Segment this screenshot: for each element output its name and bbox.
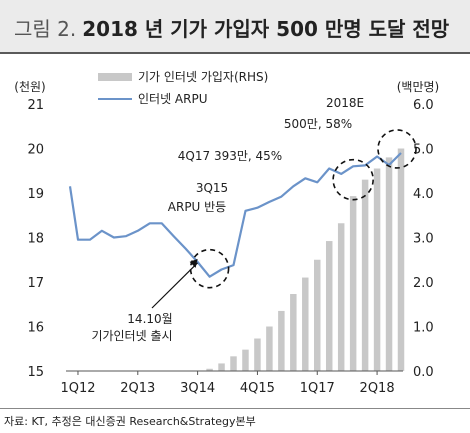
left-axis-ticks: 15 16 17 18 19 20 21 [27,98,44,380]
annotation-text: 4Q17 393만, 45% [178,149,282,163]
right-tick-label: 2.0 [413,276,434,291]
annotation-circle [377,129,417,169]
left-axis-unit: (천원) [14,79,45,94]
legend-bar-label: 기가 인터넷 가입자(RHS) [138,70,268,84]
right-tick-label: 1.0 [413,321,434,336]
subscriber-bar [314,259,321,371]
legend-line-label: 인터넷 ARPU [138,92,208,106]
subscriber-bar [373,168,381,371]
x-tick-label: 1Q17 [300,381,335,396]
left-tick-label: 17 [27,276,44,291]
annotation-text: 기가인터넷 출시 [91,329,172,343]
annotation-text: 2018E [326,96,364,110]
subscriber-bar [242,349,249,371]
annotation-text: 3Q15 [196,181,228,195]
right-tick-label: 4.0 [413,187,434,202]
x-tick-label: 4Q15 [240,381,275,396]
annotation-circle [189,248,230,289]
left-tick-label: 16 [27,321,44,336]
figure-label: 그림 2. [14,17,77,41]
subscriber-bar [218,363,225,371]
figure-title-text: 2018 년 기가 가입자 500 만명 도달 전망 [82,17,450,41]
right-tick-label: 6.0 [413,98,434,113]
figure-title-bar: 그림 2. 2018 년 기가 가입자 500 만명 도달 전망 [0,0,470,52]
subscriber-bar [397,148,405,371]
subscriber-bar [361,179,369,371]
left-tick-label: 19 [27,187,44,202]
subscriber-bar [385,157,393,371]
right-axis-ticks: 0.0 1.0 2.0 3.0 4.0 5.0 6.0 [413,98,434,380]
x-tick-label: 2Q18 [360,381,395,396]
subscriber-bar [266,326,273,371]
arpu-line [68,152,402,278]
source-divider [0,408,470,409]
subscriber-bar [290,294,297,371]
subscriber-bar [206,368,213,371]
source-note: 자료: KT, 추정은 대신증권 Research&Strategy본부 [4,415,256,428]
left-tick-label: 15 [27,365,44,380]
subscriber-bar [302,277,309,371]
subscriber-bar [325,241,333,371]
subscriber-bars [206,148,405,371]
annotation-text: ARPU 반등 [168,200,226,214]
figure-title: 그림 2. 2018 년 기가 가입자 500 만명 도달 전망 [14,13,449,42]
right-axis-unit: (백만명) [397,80,439,94]
x-tick-label: 3Q14 [180,381,215,396]
x-tick-label: 1Q12 [60,381,95,396]
title-divider [0,52,470,54]
legend: 기가 인터넷 가입자(RHS) 인터넷 ARPU [98,70,268,106]
subscriber-bar [230,356,237,371]
left-tick-label: 21 [27,98,44,113]
annotation-text: 14.10월 [127,312,172,326]
right-tick-label: 3.0 [413,232,434,247]
left-tick-label: 18 [27,232,44,247]
legend-bar-swatch [98,73,132,81]
annotation-arrow [151,262,199,309]
left-tick-label: 20 [27,143,44,158]
subscriber-bar [337,223,345,371]
arpu-line-group [68,152,402,278]
annotation-text: 500만, 58% [284,117,352,131]
x-axis: 1Q12 2Q13 3Q14 4Q15 1Q17 2Q18 [60,370,403,396]
subscriber-bar [278,310,285,371]
right-tick-label: 5.0 [413,143,434,158]
right-tick-label: 0.0 [413,365,434,380]
annotation-arrowhead [189,258,198,268]
subscriber-bar [254,338,261,371]
x-tick-label: 2Q13 [120,381,155,396]
subscriber-bar [349,196,357,371]
annotation-circle [332,158,374,201]
